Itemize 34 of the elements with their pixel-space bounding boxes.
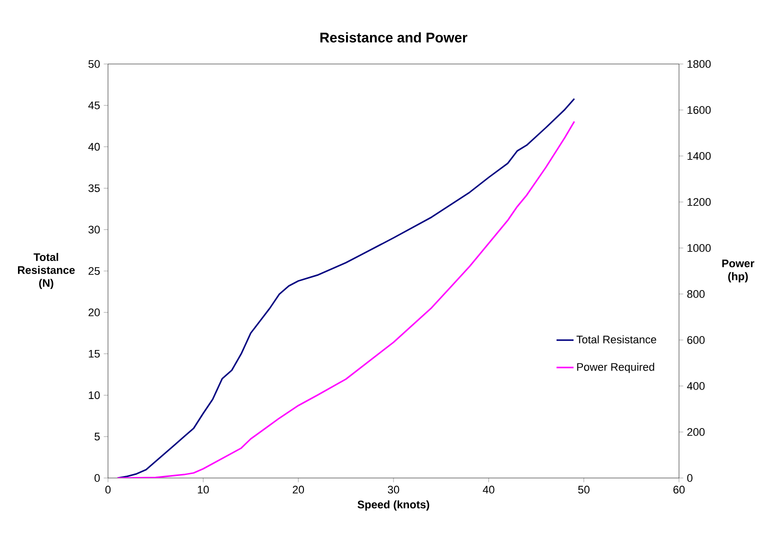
y2-tick-label: 600 [687,336,705,344]
legend-label: Power Required [577,362,654,373]
chart-title: Resistance and Power [320,32,468,43]
y2-tick-label: 800 [687,290,705,298]
x-tick-label: 10 [198,486,209,494]
y-axis-title: Total Resistance (N) [18,252,75,290]
y2-tick-label: 0 [687,474,692,482]
x-tick-label: 30 [388,486,400,494]
y2-tick-label: 200 [687,428,705,436]
x-tick-label: 60 [673,486,685,494]
x-tick-label: 50 [578,486,590,494]
legend-label: Total Resistance [576,335,656,344]
x-axis-title: Speed (knots) [358,500,430,511]
y2-axis-title: Power (hp) [722,260,754,282]
y2-tick-label: 1400 [688,152,711,160]
y2-tick-label: 1800 [688,60,711,68]
y-tick-label: 5 [94,432,100,440]
y2-tick-label: 400 [687,382,705,390]
y-tick-label: 40 [88,142,100,151]
y-tick-label: 35 [88,184,100,192]
y2-tick-label: 1200 [688,198,711,206]
x-tick-label: 40 [482,486,494,494]
x-tick-label: 0 [105,486,111,494]
y-tick-label: 0 [94,474,100,482]
y2-tick-label: 1600 [688,106,711,114]
y-tick-label: 15 [88,350,100,358]
y-tick-label: 45 [88,102,100,110]
y-tick-label: 30 [88,226,100,234]
y-tick-label: 50 [88,60,100,68]
y-tick-label: 10 [88,391,100,400]
x-tick-label: 20 [292,486,304,494]
y-tick-label: 25 [88,267,100,275]
y2-tick-label: 1000 [688,244,711,252]
y-tick-label: 20 [88,308,100,316]
